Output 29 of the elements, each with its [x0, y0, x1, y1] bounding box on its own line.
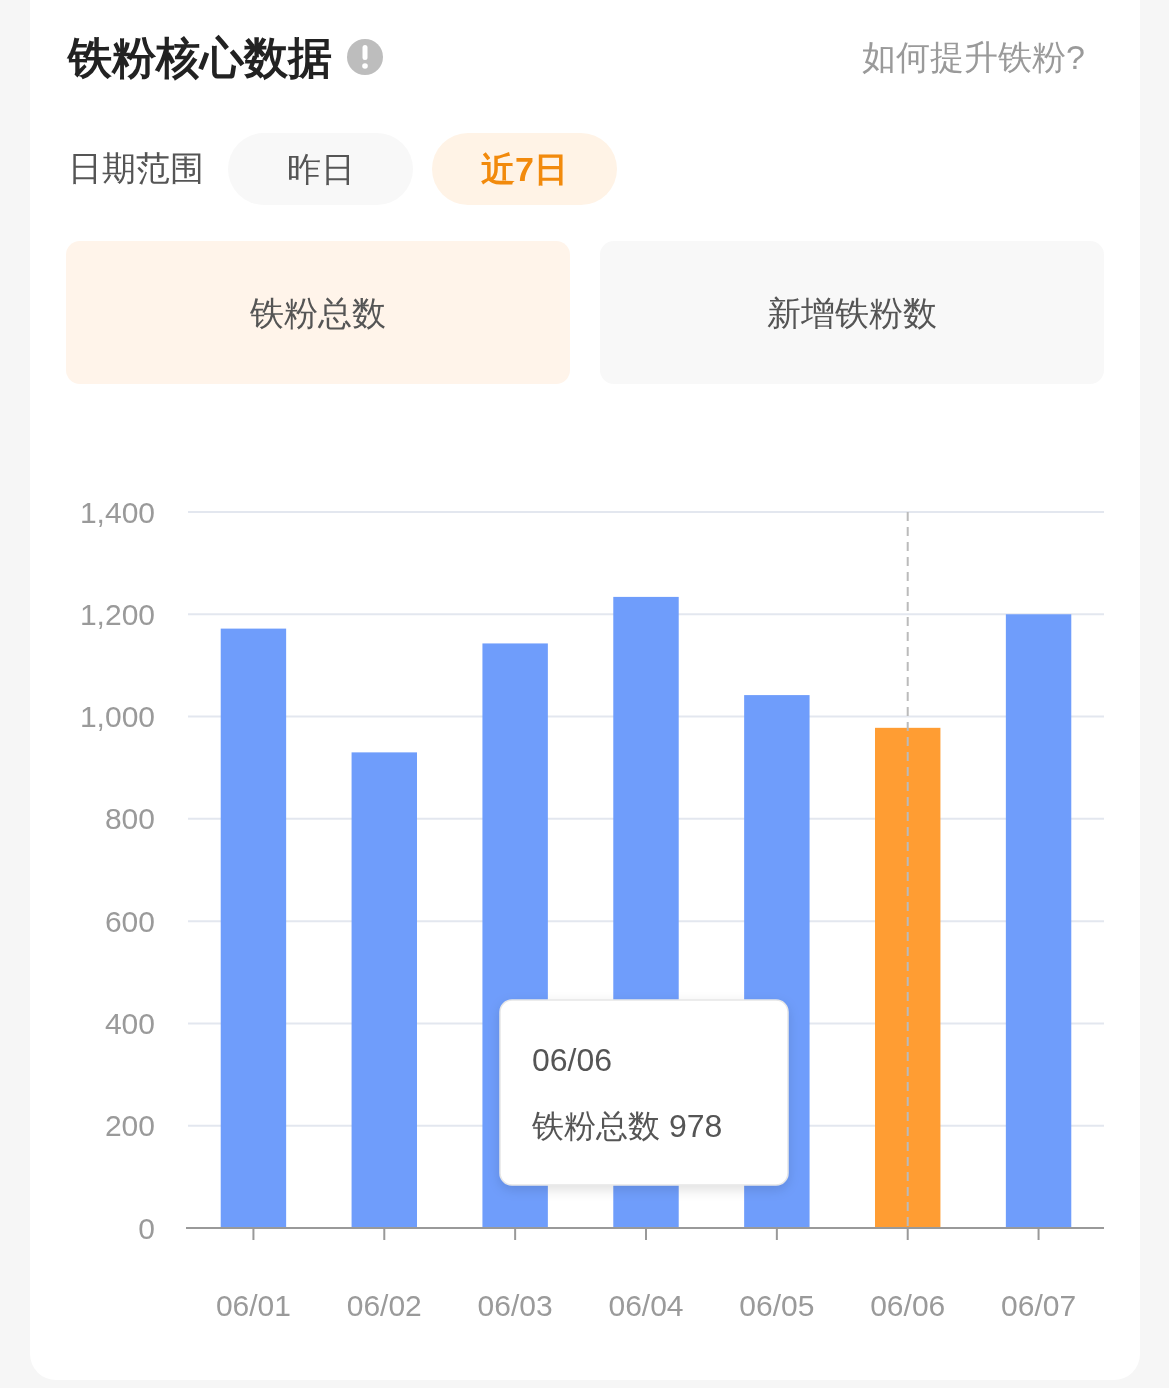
chart-title: 铁粉核心数据 [66, 32, 332, 82]
x-tick-label: 06/01 [215, 1288, 291, 1322]
bar [1005, 614, 1072, 1228]
annotation: 06/06 [532, 1042, 613, 1078]
bar [220, 628, 287, 1228]
text: 日期范围 [68, 149, 204, 187]
y-tick-label: 200 [104, 1109, 155, 1143]
bar [351, 752, 417, 1228]
x-tick-label: 06/02 [346, 1288, 422, 1322]
y-tick-label: 800 [104, 802, 155, 836]
tooltip: 06/06 铁粉总数 978 [499, 999, 789, 1186]
bar [875, 727, 941, 1228]
x-tick-label: 06/04 [608, 1288, 684, 1322]
y-tick-label: 1,000 [79, 700, 155, 734]
y-tick-label: 1,200 [79, 597, 155, 631]
tab: 新增铁粉数 [600, 241, 1104, 384]
y-tick-label: 400 [104, 1006, 155, 1040]
y-tick-label: 1,400 [79, 495, 155, 529]
text: 如何提升铁粉? [862, 38, 1085, 76]
tab: 铁粉总数 [66, 241, 570, 384]
x-tick-label: 06/06 [870, 1288, 946, 1322]
button: 近7日 [432, 133, 617, 205]
x-tick-label: 06/03 [477, 1288, 553, 1322]
y-tick-label: 600 [104, 904, 155, 938]
x-tick-label: 06/05 [739, 1288, 815, 1322]
button: 昨日 [228, 133, 413, 205]
y-tick-label: 0 [138, 1211, 155, 1245]
x-tick-label: 06/07 [1001, 1288, 1077, 1322]
annotation: 铁粉总数 978 [531, 1108, 723, 1144]
